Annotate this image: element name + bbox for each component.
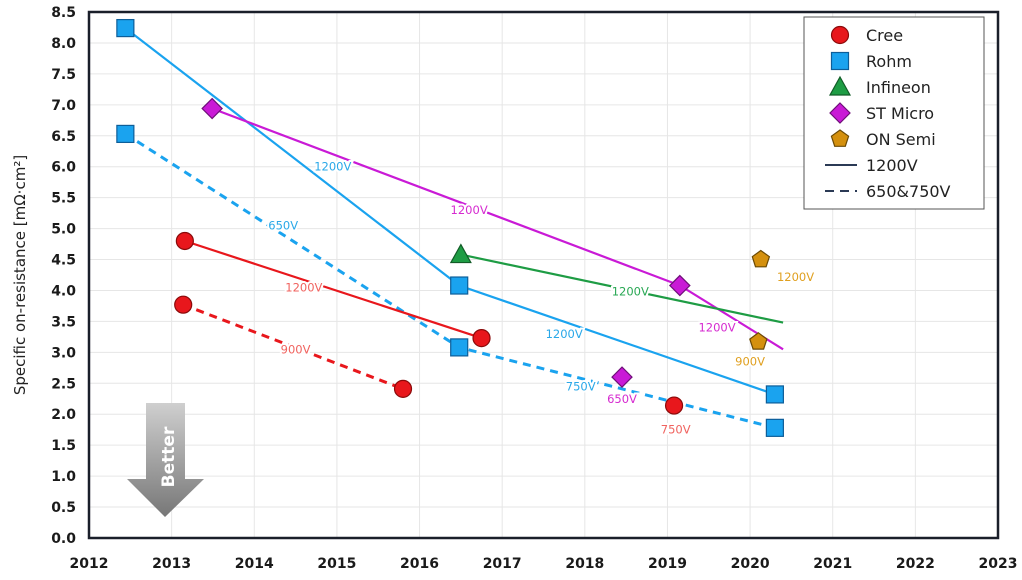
legend-marker-on-semi <box>830 129 850 147</box>
y-tick-label: 8.0 <box>51 36 76 52</box>
better-label: Better <box>159 426 179 487</box>
y-tick-label: 0.0 <box>51 531 76 547</box>
y-tick-label: 3.0 <box>51 345 76 361</box>
data-point-infineon <box>449 243 472 264</box>
legend-label: ON Semi <box>866 130 936 149</box>
legend-label: Infineon <box>866 78 931 97</box>
better-arrow: Better <box>127 403 204 517</box>
series-annotation: 750V <box>661 423 691 437</box>
series-annotation: 1200V <box>285 280 322 294</box>
series-labels: 1200V 650V 750V 1200V 1200V 1200V 650V 1200V 900… <box>266 158 816 439</box>
data-point-cree <box>472 329 491 348</box>
series-line <box>184 239 482 340</box>
x-tick-label: 2014 <box>235 556 274 572</box>
data-point-cree <box>175 231 194 251</box>
series-annotation: 1200V <box>546 327 583 341</box>
x-tick-label: 2012 <box>70 556 109 572</box>
series-line <box>182 303 404 391</box>
data-point-st-micro <box>611 366 633 388</box>
y-tick-label: 7.5 <box>51 67 76 83</box>
x-tick-label: 2016 <box>400 556 439 572</box>
legend-marker-cree <box>830 25 850 45</box>
legend-label: Cree <box>866 26 903 45</box>
x-tick-label: 2017 <box>483 556 522 572</box>
x-axis-ticks: 2012 2013 2014 2015 2016 2017 2018 2019 2020 2021… <box>70 556 1018 572</box>
y-tick-label: 6.0 <box>51 160 76 176</box>
y-tick-label: 3.5 <box>51 314 76 330</box>
x-tick-label: 2019 <box>648 556 687 572</box>
x-tick-label: 2018 <box>565 556 604 572</box>
legend-label: 650&750V <box>866 182 951 201</box>
data-point-rohm <box>116 124 135 144</box>
y-tick-label: 4.5 <box>51 253 76 269</box>
y-tick-label: 1.5 <box>51 438 76 454</box>
y-tick-label: 1.0 <box>51 469 76 485</box>
data-point-cree <box>393 379 413 398</box>
legend-marker-st-micro <box>829 102 851 124</box>
y-axis-ticks: 0.0 0.5 1.0 1.5 2.0 2.5 3.0 3.5 4.0 4.5 5.0 5.5 6.0 6… <box>51 5 76 547</box>
y-tick-label: 0.5 <box>51 500 76 516</box>
series-annotation: 1200V <box>612 285 649 299</box>
y-axis-label: Specific on-resistance [mΩ·cm²] <box>11 155 29 395</box>
x-tick-label: 2020 <box>731 556 770 572</box>
y-tick-label: 4.0 <box>51 283 76 299</box>
series-annotation: 900V <box>281 342 311 356</box>
y-tick-label: 2.5 <box>51 376 76 392</box>
data-point-on-semi <box>751 249 771 268</box>
legend-marker-rohm <box>830 51 850 71</box>
data-point-rohm <box>450 338 469 357</box>
data-point-rohm <box>116 18 135 38</box>
data-point-on-semi <box>749 332 768 350</box>
x-tick-label: 2023 <box>979 556 1018 572</box>
data-point-rohm <box>765 385 784 404</box>
series-annotation: 1200V <box>451 203 488 217</box>
y-tick-label: 2.0 <box>51 407 76 423</box>
series-annotation: 1200V <box>314 160 351 174</box>
data-point-rohm <box>450 276 469 295</box>
data-point-rohm <box>765 418 784 437</box>
x-tick-label: 2021 <box>813 556 852 572</box>
data-point-st-micro <box>669 274 691 297</box>
series-line <box>460 253 784 324</box>
y-tick-label: 7.0 <box>51 98 76 114</box>
legend-label: ST Micro <box>866 104 934 123</box>
legend-label: 1200V <box>866 156 918 175</box>
series-annotation: 1200V <box>698 321 735 335</box>
y-tick-label: 6.5 <box>51 129 76 145</box>
series-annotation: 1200V <box>777 270 814 284</box>
legend-marker-infineon <box>828 75 852 96</box>
series-annotation: 900V <box>735 355 765 369</box>
x-tick-label: 2013 <box>152 556 191 572</box>
series-markers <box>116 18 784 437</box>
series-annotation: 650V <box>268 218 298 232</box>
x-tick-label: 2015 <box>317 556 356 572</box>
series-annotation: 650V <box>607 392 637 406</box>
series-annotation: 750V <box>566 379 596 393</box>
plot-frame <box>87 10 1000 540</box>
data-point-cree <box>174 295 193 314</box>
data-point-st-micro <box>201 97 223 120</box>
y-tick-label: 8.5 <box>51 5 76 21</box>
x-tick-label: 2022 <box>896 556 935 572</box>
series-lines <box>124 27 784 430</box>
y-tick-label: 5.5 <box>51 191 76 207</box>
data-point-cree <box>664 396 684 415</box>
legend: Cree Rohm Infineon ST Micro ON Semi 1200V 650&… <box>803 16 985 210</box>
y-tick-label: 5.0 <box>51 222 76 238</box>
legend-label: Rohm <box>866 52 912 71</box>
